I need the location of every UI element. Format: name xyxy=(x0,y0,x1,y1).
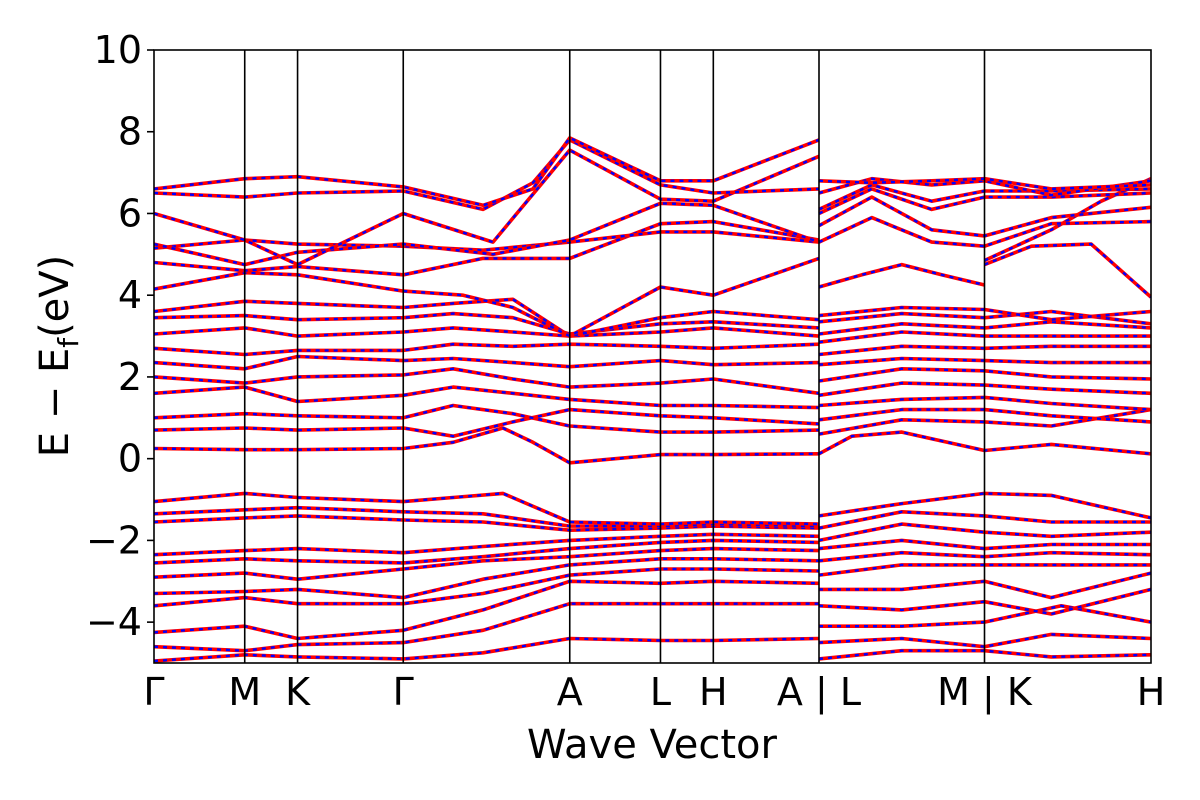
x-tick-label-8: M | K xyxy=(937,670,1033,715)
band-line-dashed-48 xyxy=(818,320,1151,336)
band-line-dashed-7 xyxy=(154,533,820,556)
band-line-dashed-25 xyxy=(154,148,820,266)
band-line-dashed-27 xyxy=(154,136,820,207)
band-line-dashed-4 xyxy=(154,557,820,599)
y-tick-label-7: 10 xyxy=(94,28,142,72)
y-axis-title: E − Ef(eV) xyxy=(32,255,85,458)
band-line-dashed-10 xyxy=(154,492,820,526)
band-line-dashed-9 xyxy=(154,506,820,528)
x-tick-label-6: H xyxy=(699,670,728,714)
band-line-dashed-19 xyxy=(154,312,820,336)
band-line-dashed-20 xyxy=(154,298,820,338)
y-tick-label-5: 6 xyxy=(118,191,142,235)
band-line-dashed-6 xyxy=(154,539,820,565)
x-tick-label-0: Γ xyxy=(143,670,164,714)
band-line-dashed-39 xyxy=(818,430,1151,455)
band-line-dashed-37 xyxy=(818,510,1151,530)
band-line-dashed-8 xyxy=(154,514,820,532)
x-tick-label-4: A xyxy=(557,670,583,714)
high-symmetry-lines xyxy=(243,50,986,663)
band-line-dashed-55 xyxy=(818,195,1151,238)
band-line-dashed-3 xyxy=(154,567,820,607)
band-line-dashed-49 xyxy=(818,310,1151,325)
band-line-dashed-43 xyxy=(818,381,1151,397)
band-line-dashed-16 xyxy=(154,355,820,371)
band-line-dashed-14 xyxy=(154,385,820,409)
band-line-dashed-41 xyxy=(818,408,1151,424)
y-axis-ticks: −4 −2 0 2 4 6 8 10 xyxy=(86,28,154,644)
band-line-dashed-5 xyxy=(154,547,820,581)
band-line-dashed-11 xyxy=(154,426,820,465)
x-tick-label-3: Γ xyxy=(393,670,414,714)
band-line-dashed-17 xyxy=(154,342,820,356)
band-line-dashed-54 xyxy=(818,216,1151,248)
x-tick-label-5: L xyxy=(650,670,671,714)
band-line-dashed-15 xyxy=(154,367,820,395)
band-line-59 xyxy=(818,176,1151,191)
band-line-dashed-44 xyxy=(818,367,1151,383)
y-axis-title-main: E − E xyxy=(32,348,78,458)
band-line-dashed-0 xyxy=(154,637,820,663)
band-line-dashed-57 xyxy=(818,183,1151,211)
plot-frame xyxy=(153,49,1152,664)
y-tick-label-6: 8 xyxy=(118,110,142,154)
band-line-dashed-24 xyxy=(154,202,820,266)
band-line-dashed-51 xyxy=(818,263,985,289)
band-line-dashed-56 xyxy=(818,187,1151,215)
band-line-dashed-22 xyxy=(154,220,820,277)
x-tick-label-2: K xyxy=(285,670,311,714)
band-line-dashed-40 xyxy=(818,408,1151,436)
band-line-dashed-35 xyxy=(818,539,1151,550)
x-tick-label-9: H xyxy=(1137,670,1166,714)
band-line-dashed-23 xyxy=(154,230,820,252)
band-line-dashed-18 xyxy=(154,326,820,338)
band-line-dashed-26 xyxy=(154,138,820,211)
band-line-dashed-33 xyxy=(818,563,1151,577)
y-axis-title-subscript: f xyxy=(52,337,85,348)
y-tick-label-1: −2 xyxy=(86,518,142,562)
band-line-52 xyxy=(983,242,1151,299)
x-axis-title: Wave Vector xyxy=(527,722,778,768)
band-lines xyxy=(154,136,1151,663)
y-tick-label-3: 2 xyxy=(118,355,142,399)
y-tick-label-4: 4 xyxy=(118,273,142,317)
y-axis-title-unit: (eV) xyxy=(32,255,78,338)
band-line-dashed-2 xyxy=(154,580,820,640)
y-tick-label-0: −4 xyxy=(86,600,142,644)
band-line-dashed-13 xyxy=(154,404,820,434)
band-line-dashed-36 xyxy=(818,522,1151,542)
band-line-dashed-31 xyxy=(818,588,1151,616)
band-line-dashed-29 xyxy=(818,633,1151,648)
band-line-dashed-47 xyxy=(818,330,1151,344)
x-tick-label-1: M xyxy=(228,670,261,714)
x-tick-label-7: A | L xyxy=(777,670,861,715)
y-tick-label-2: 0 xyxy=(118,437,142,481)
band-line-dashed-38 xyxy=(818,492,1151,520)
band-line-dashed-1 xyxy=(154,602,819,652)
band-line-dashed-21 xyxy=(154,257,820,338)
band-line-dashed-12 xyxy=(154,408,820,438)
